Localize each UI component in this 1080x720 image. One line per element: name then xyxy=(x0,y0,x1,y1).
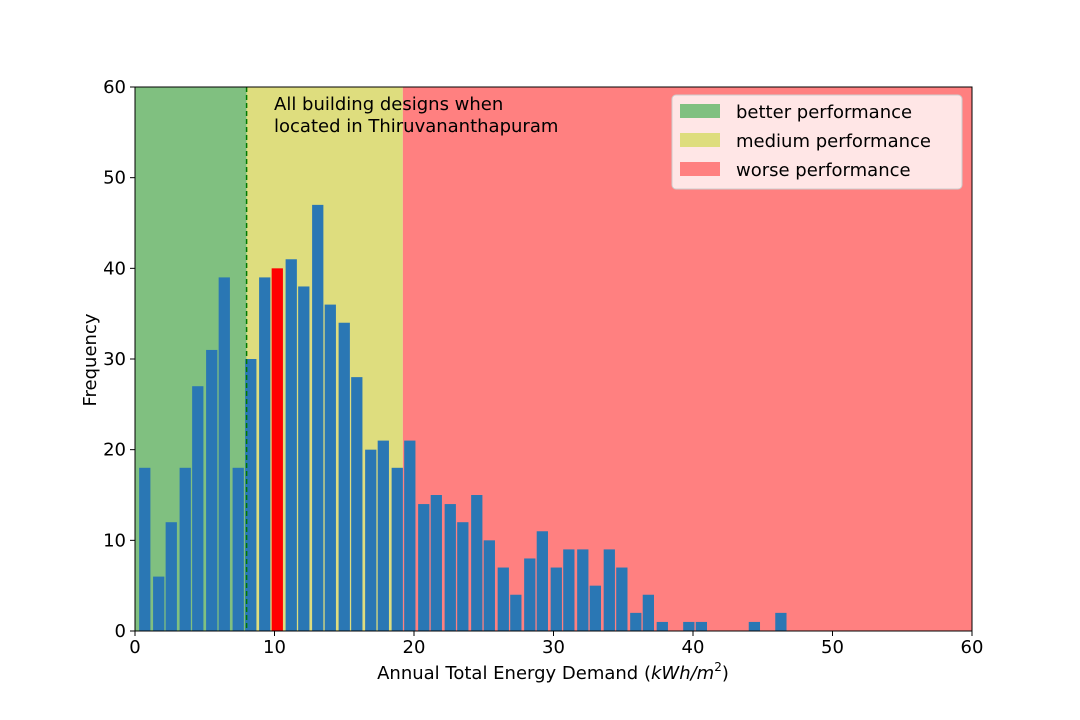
bar xyxy=(550,567,562,631)
bar xyxy=(577,549,589,631)
bar xyxy=(338,322,350,631)
x-tick-label: 10 xyxy=(263,637,286,658)
y-tick-label: 0 xyxy=(115,621,126,642)
x-tick-label: 30 xyxy=(542,637,565,658)
x-tick-label: 0 xyxy=(129,637,140,658)
y-tick-label: 50 xyxy=(103,168,126,189)
legend-swatch-medium xyxy=(680,133,720,147)
y-tick-label: 40 xyxy=(103,258,126,279)
x-axis-label-sup: 2 xyxy=(714,660,722,674)
bar xyxy=(285,259,297,631)
x-tick-label: 40 xyxy=(682,637,705,658)
bar xyxy=(695,621,708,631)
legend-box xyxy=(671,94,963,190)
bar xyxy=(312,204,324,631)
bar xyxy=(324,304,336,631)
bar xyxy=(179,467,191,631)
x-axis-label-text: Annual Total Energy Demand ( xyxy=(377,663,651,684)
legend-label-medium: medium performance xyxy=(736,131,931,152)
bar xyxy=(206,349,218,631)
bar xyxy=(153,576,165,631)
chart-annotation: All building designs when located in Thi… xyxy=(274,94,558,137)
bar xyxy=(351,377,363,631)
annotation-line-1: All building designs when xyxy=(274,94,503,115)
bar xyxy=(642,594,654,631)
bar xyxy=(404,440,416,631)
bar xyxy=(483,540,495,631)
bar xyxy=(616,567,628,631)
bar xyxy=(139,467,151,631)
y-axis-ticks: 0 10 20 30 40 50 60 xyxy=(103,77,135,642)
legend-swatch-better xyxy=(680,104,720,118)
bar xyxy=(536,531,548,631)
bar xyxy=(524,558,536,631)
histogram-bars xyxy=(139,204,787,631)
bar xyxy=(563,549,575,631)
bar xyxy=(471,495,483,631)
y-tick-label: 20 xyxy=(103,440,126,461)
legend: better performance medium performance wo… xyxy=(671,94,963,190)
bar xyxy=(192,386,204,631)
bar xyxy=(510,594,522,631)
bar xyxy=(418,504,430,631)
x-axis-label-close: ) xyxy=(722,663,729,684)
annotation-line-2: located in Thiruvananthapuram xyxy=(274,116,558,137)
bar xyxy=(298,286,310,631)
legend-label-worse: worse performance xyxy=(736,160,911,181)
bar xyxy=(775,612,787,631)
bar xyxy=(377,440,389,631)
bar xyxy=(259,277,271,631)
y-tick-label: 60 xyxy=(103,77,126,98)
bar xyxy=(457,522,469,631)
bar xyxy=(683,621,695,631)
bar xyxy=(430,495,442,631)
y-tick-label: 10 xyxy=(103,530,126,551)
x-tick-label: 20 xyxy=(403,637,426,658)
bar xyxy=(232,467,244,631)
x-tick-label: 50 xyxy=(821,637,844,658)
bar xyxy=(656,621,668,631)
x-axis-ticks: 0 10 20 30 40 50 60 xyxy=(129,631,983,658)
x-tick-label: 60 xyxy=(961,637,984,658)
bar xyxy=(497,567,509,631)
x-axis-label-unit: kWh/m xyxy=(651,663,714,684)
bar xyxy=(589,585,601,631)
bar xyxy=(218,277,230,631)
y-tick-label: 30 xyxy=(103,349,126,370)
x-axis-label: Annual Total Energy Demand (kWh/m2) xyxy=(377,660,729,684)
bar xyxy=(391,467,403,631)
legend-label-better: better performance xyxy=(736,102,912,123)
bar-highlighted xyxy=(271,268,283,631)
bar xyxy=(365,449,377,631)
bar xyxy=(630,612,642,631)
bar xyxy=(165,522,177,631)
y-axis-label: Frequency xyxy=(80,313,101,406)
legend-swatch-worse xyxy=(680,162,720,176)
bar xyxy=(748,621,761,631)
bar xyxy=(444,504,456,631)
bar xyxy=(245,359,257,631)
bar xyxy=(603,549,615,631)
